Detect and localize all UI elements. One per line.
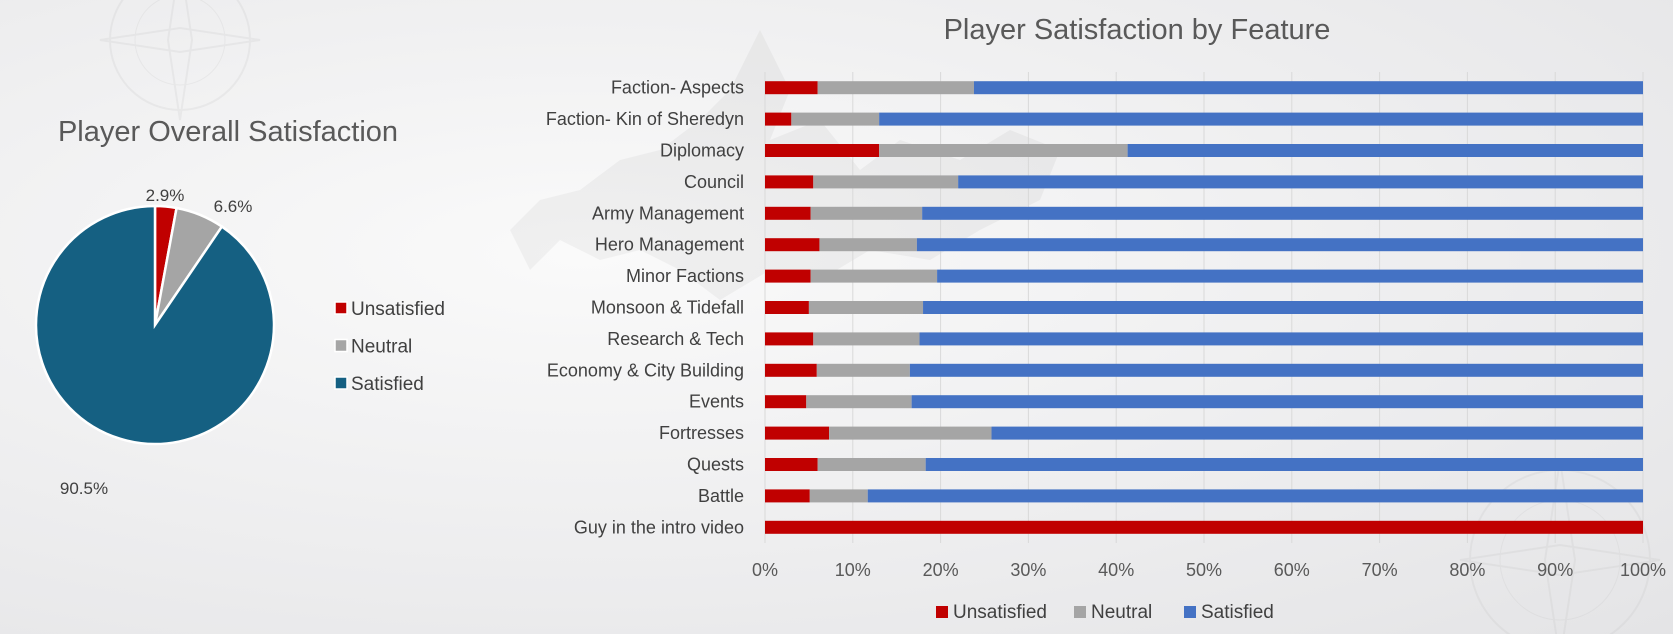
bar-battle-neutral bbox=[809, 489, 868, 503]
pie-legend-label-unsatisfied: Unsatisfied bbox=[351, 299, 445, 320]
bar-legend-swatch-unsatisfied bbox=[936, 606, 948, 618]
x-tick-label: 70% bbox=[1362, 560, 1398, 580]
bar-battle-unsatisfied bbox=[765, 489, 810, 503]
category-label-faction-aspects: Faction- Aspects bbox=[611, 78, 744, 98]
bar-faction-kin-of-sheredyn-unsatisfied bbox=[765, 112, 792, 126]
bar-army-management-unsatisfied bbox=[765, 206, 811, 220]
bar-diplomacy-unsatisfied bbox=[765, 144, 880, 157]
bar-chart-category-labels: Faction- Aspects Faction- Kin of Sheredyn… bbox=[546, 78, 744, 538]
x-tick-label: 60% bbox=[1274, 560, 1310, 580]
category-label-faction-kin-of-sheredyn: Faction- Kin of Sheredyn bbox=[546, 109, 744, 129]
category-label-council: Council bbox=[684, 172, 744, 192]
bar-chart-title: Player Satisfaction by Feature bbox=[944, 14, 1331, 46]
bar-fortresses-unsatisfied bbox=[765, 426, 830, 440]
category-label-events: Events bbox=[689, 392, 744, 412]
category-label-guy-in-the-intro-video: Guy in the intro video bbox=[574, 517, 744, 537]
category-label-minor-factions: Minor Factions bbox=[626, 266, 744, 286]
bar-legend-label-unsatisfied: Unsatisfied bbox=[953, 602, 1047, 623]
x-tick-label: 80% bbox=[1449, 560, 1485, 580]
bar-faction-aspects-unsatisfied bbox=[765, 81, 818, 95]
bar-legend-swatch-satisfied bbox=[1184, 606, 1196, 618]
bar-chart-legend: Unsatisfied Neutral Satisfied bbox=[936, 602, 1274, 623]
category-label-diplomacy: Diplomacy bbox=[660, 141, 744, 161]
bar-monsoon-tidefall-satisfied bbox=[923, 301, 1643, 314]
bar-diplomacy-satisfied bbox=[1127, 144, 1643, 157]
bar-guy-in-the-intro-video-unsatisfied bbox=[765, 520, 1643, 534]
bar-legend-label-satisfied: Satisfied bbox=[1201, 602, 1274, 623]
x-tick-label: 40% bbox=[1098, 560, 1134, 580]
pie-data-label-unsatisfied: 2.9% bbox=[146, 186, 185, 205]
compass-rose-icon bbox=[99, 0, 261, 121]
bar-chart-bars bbox=[765, 81, 1643, 534]
bar-army-management-neutral bbox=[810, 206, 923, 220]
bar-faction-aspects-neutral bbox=[817, 81, 974, 95]
pie-legend-swatch-satisfied bbox=[334, 376, 348, 390]
bar-chart-x-axis: 0% 10% 20% 30% 40% 50% 60% 70% 80% 90% 100% bbox=[752, 560, 1666, 580]
bar-army-management-satisfied bbox=[922, 206, 1643, 220]
bar-fortresses-satisfied bbox=[991, 426, 1643, 440]
bar-council-unsatisfied bbox=[765, 175, 814, 189]
bar-hero-management-neutral bbox=[819, 238, 917, 252]
bar-economy-city-building-unsatisfied bbox=[765, 363, 817, 377]
bar-battle-satisfied bbox=[867, 489, 1643, 503]
bar-research-tech-neutral bbox=[813, 332, 920, 346]
x-tick-label: 30% bbox=[1010, 560, 1046, 580]
x-tick-label: 50% bbox=[1186, 560, 1222, 580]
pie-chart: Player Overall Satisfaction 2.9% 6.6% 90.5… bbox=[34, 116, 445, 498]
category-label-army-management: Army Management bbox=[592, 203, 744, 223]
pie-legend: Unsatisfied Neutral Satisfied bbox=[334, 299, 445, 395]
pie-chart-title: Player Overall Satisfaction bbox=[58, 116, 398, 148]
map-silhouette-icon bbox=[510, 30, 1060, 300]
category-label-economy-city-building: Economy & City Building bbox=[547, 360, 744, 380]
bar-diplomacy-neutral bbox=[879, 144, 1128, 157]
bar-economy-city-building-satisfied bbox=[909, 363, 1643, 377]
bar-faction-aspects-satisfied bbox=[973, 81, 1643, 95]
bar-events-unsatisfied bbox=[765, 395, 807, 409]
bar-quests-unsatisfied bbox=[765, 458, 818, 471]
bar-research-tech-unsatisfied bbox=[765, 332, 814, 346]
bar-council-satisfied bbox=[958, 175, 1643, 189]
bar-minor-factions-unsatisfied bbox=[765, 269, 811, 283]
bar-faction-kin-of-sheredyn-neutral bbox=[791, 112, 880, 126]
bar-monsoon-tidefall-unsatisfied bbox=[765, 301, 809, 314]
bar-events-satisfied bbox=[911, 395, 1643, 409]
category-label-monsoon-tidefall: Monsoon & Tidefall bbox=[591, 298, 744, 318]
bar-legend-label-neutral: Neutral bbox=[1091, 602, 1152, 623]
pie-slice-satisfied bbox=[34, 204, 276, 446]
bar-quests-satisfied bbox=[925, 458, 1643, 471]
pie-data-label-satisfied: 90.5% bbox=[60, 479, 108, 498]
bar-minor-factions-satisfied bbox=[937, 269, 1643, 283]
pie-legend-swatch-neutral bbox=[334, 338, 348, 353]
bar-events-neutral bbox=[806, 395, 912, 409]
x-tick-label: 20% bbox=[923, 560, 959, 580]
bar-research-tech-satisfied bbox=[919, 332, 1643, 346]
x-tick-label: 90% bbox=[1537, 560, 1573, 580]
bar-fortresses-neutral bbox=[829, 426, 992, 440]
bar-council-neutral bbox=[813, 175, 959, 189]
x-tick-label: 0% bbox=[752, 560, 778, 580]
category-label-battle: Battle bbox=[698, 486, 744, 506]
bar-hero-management-unsatisfied bbox=[765, 238, 820, 252]
bar-monsoon-tidefall-neutral bbox=[808, 301, 924, 314]
x-tick-label: 100% bbox=[1620, 560, 1666, 580]
bar-faction-kin-of-sheredyn-satisfied bbox=[879, 112, 1643, 126]
stacked-bar-chart: Player Satisfaction by Feature Faction- … bbox=[546, 14, 1666, 623]
pie-data-labels: 2.9% 6.6% 90.5% bbox=[60, 186, 252, 498]
category-label-quests: Quests bbox=[687, 455, 744, 475]
bar-economy-city-building-neutral bbox=[816, 363, 910, 377]
category-label-hero-management: Hero Management bbox=[595, 235, 744, 255]
pie-slices bbox=[34, 204, 276, 446]
category-label-fortresses: Fortresses bbox=[659, 423, 744, 443]
bar-minor-factions-neutral bbox=[810, 269, 938, 283]
pie-legend-label-satisfied: Satisfied bbox=[351, 374, 424, 395]
pie-legend-label-neutral: Neutral bbox=[351, 337, 412, 358]
bar-quests-neutral bbox=[817, 458, 926, 471]
pie-legend-swatch-unsatisfied bbox=[334, 301, 348, 315]
pie-data-label-neutral: 6.6% bbox=[214, 197, 253, 216]
bar-hero-management-satisfied bbox=[916, 238, 1643, 252]
bar-legend-swatch-neutral bbox=[1074, 606, 1086, 618]
x-tick-label: 10% bbox=[835, 560, 871, 580]
category-label-research-tech: Research & Tech bbox=[607, 329, 744, 349]
